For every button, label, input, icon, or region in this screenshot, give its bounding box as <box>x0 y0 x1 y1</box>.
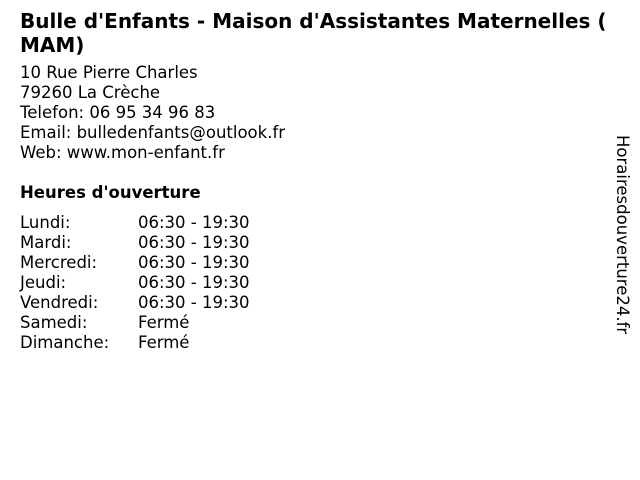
day: Mardi: <box>20 233 72 252</box>
phone: Telefon: 06 95 34 96 83 <box>20 103 216 122</box>
day: Dimanche: <box>20 333 110 352</box>
time: 06:30 - 19:30 <box>138 233 250 252</box>
time: 06:30 - 19:30 <box>138 293 250 312</box>
page-title: Bulle d'Enfants - Maison d'Assistantes M… <box>20 9 607 57</box>
hours-row: Lundi: 06:30 - 19:30 <box>20 213 250 233</box>
city-address: 79260 La Crèche <box>20 83 161 102</box>
day: Mercredi: <box>20 253 98 272</box>
email: Email: bulledenfants@outlook.fr <box>20 123 286 142</box>
hours-row: Dimanche: Fermé <box>20 333 250 353</box>
hours-row: Samedi: Fermé <box>20 313 250 333</box>
day: Samedi: <box>20 313 88 332</box>
hours-row: Vendredi: 06:30 - 19:30 <box>20 293 250 313</box>
hours-heading: Heures d'ouverture <box>20 183 201 202</box>
hours-row: Mardi: 06:30 - 19:30 <box>20 233 250 253</box>
hours-row: Mercredi: 06:30 - 19:30 <box>20 253 250 273</box>
day: Lundi: <box>20 213 71 232</box>
watermark-text: Horairesdouverture24.fr <box>613 135 632 335</box>
contact-block: 10 Rue Pierre Charles 79260 La Crèche Te… <box>20 63 285 163</box>
day: Vendredi: <box>20 293 99 312</box>
hours-table: Lundi: 06:30 - 19:30 Mardi: 06:30 - 19:30 … <box>20 213 250 353</box>
hours-row: Jeudi: 06:30 - 19:30 <box>20 273 250 293</box>
time: 06:30 - 19:30 <box>138 273 250 292</box>
time: 06:30 - 19:30 <box>138 253 250 272</box>
website: Web: www.mon-enfant.fr <box>20 143 225 162</box>
street-address: 10 Rue Pierre Charles <box>20 63 198 82</box>
time: Fermé <box>138 333 190 352</box>
time: 06:30 - 19:30 <box>138 213 250 232</box>
day: Jeudi: <box>20 273 67 292</box>
time: Fermé <box>138 313 190 332</box>
